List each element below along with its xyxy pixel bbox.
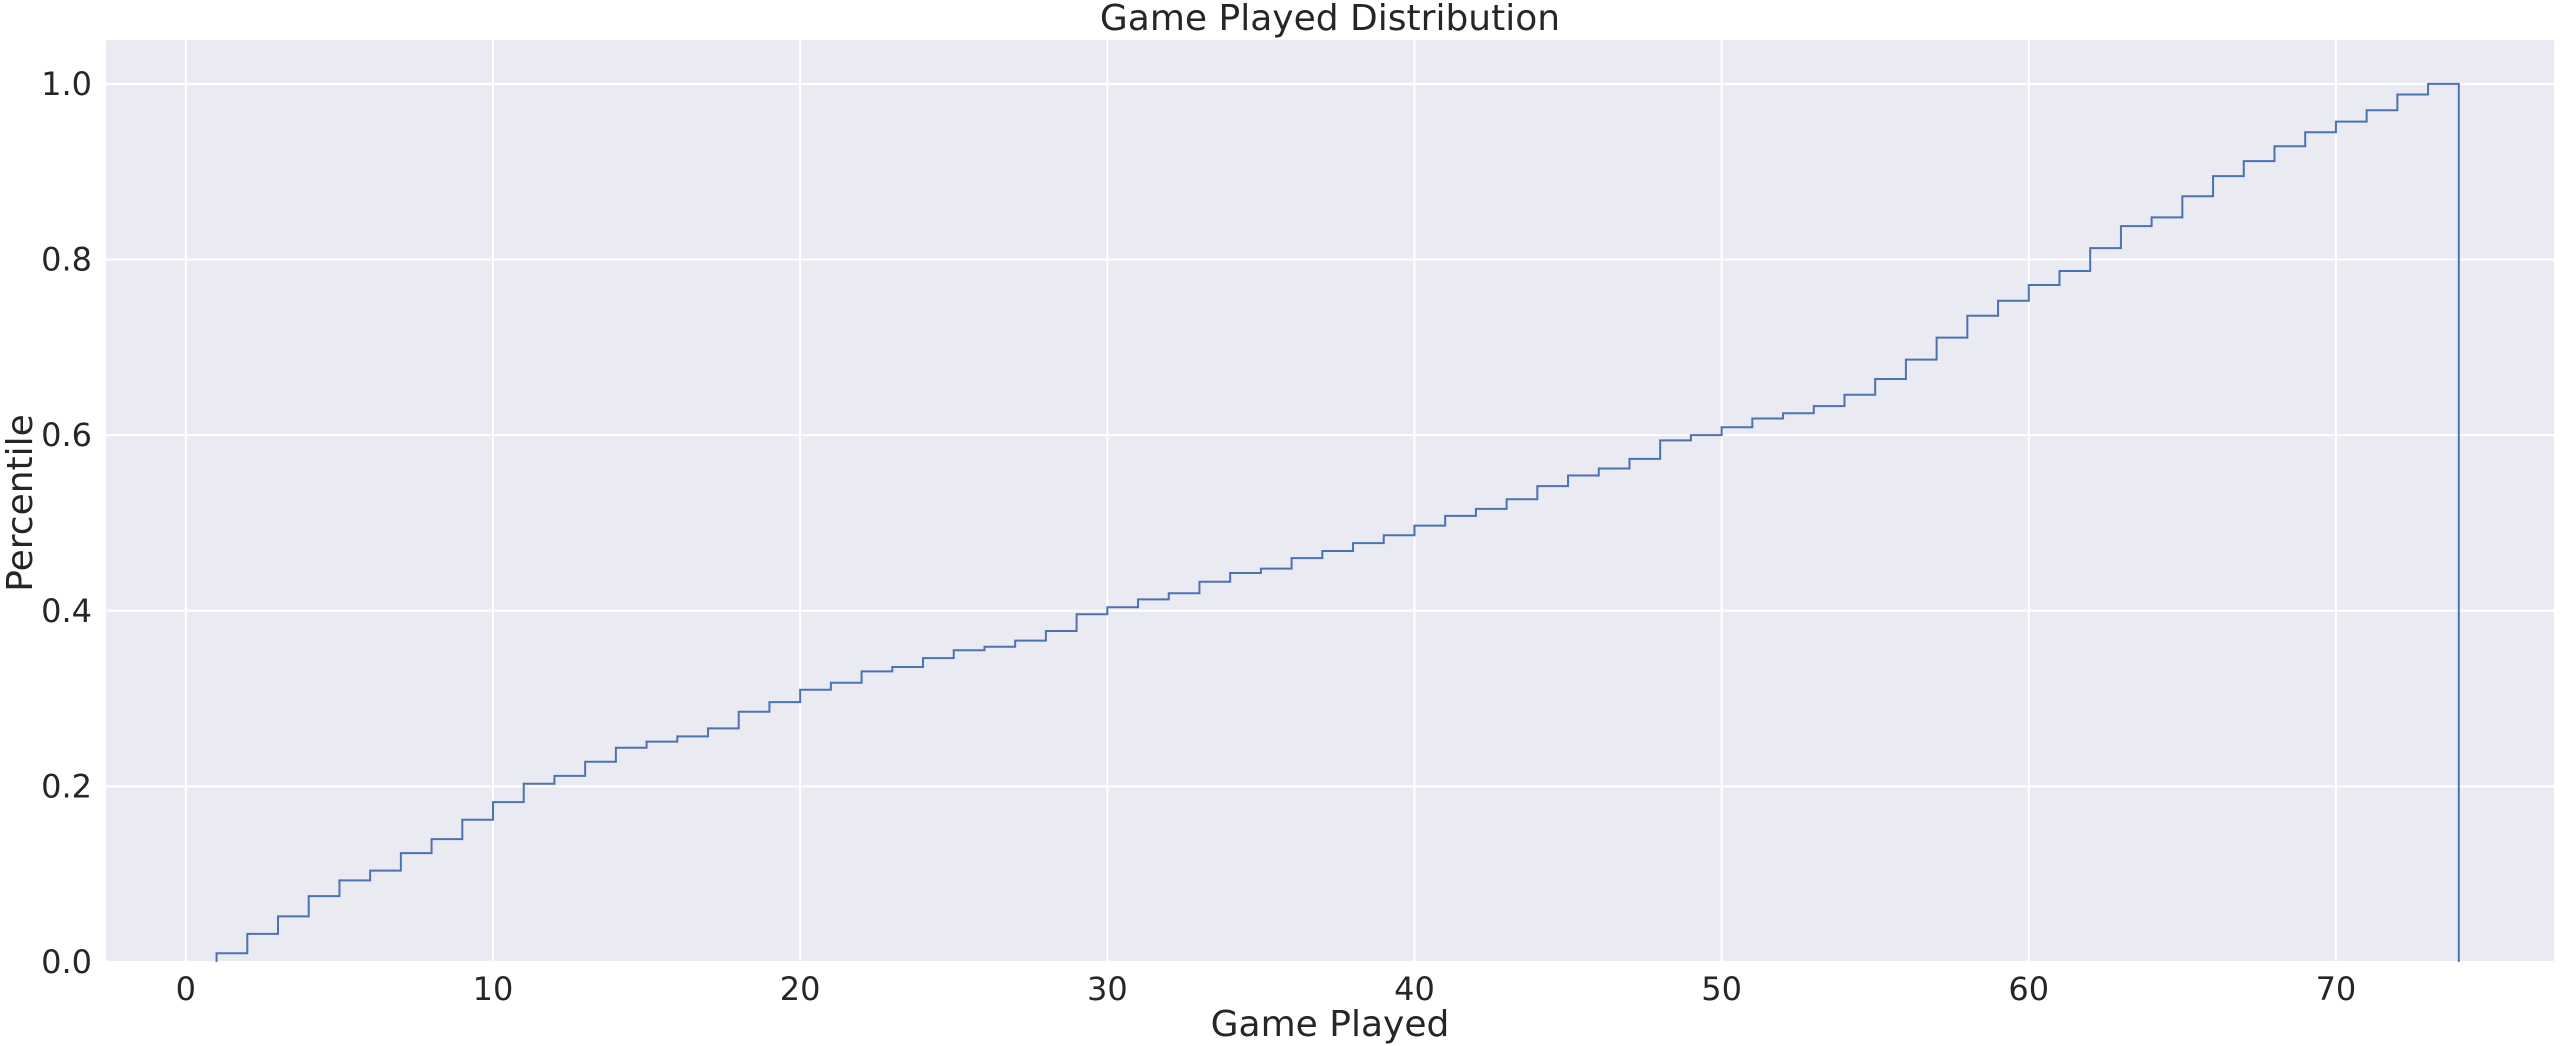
y-tick-label: 0.4 <box>41 592 92 630</box>
x-tick-label: 0 <box>176 970 196 1008</box>
x-tick-label: 60 <box>2008 970 2049 1008</box>
y-axis-title: Percentile <box>0 414 41 592</box>
plot-background <box>106 40 2554 962</box>
y-tick-label: 0.0 <box>41 943 92 981</box>
y-tick-label: 1.0 <box>41 65 92 103</box>
x-tick-label: 30 <box>1087 970 1128 1008</box>
chart-title: Game Played Distribution <box>1100 0 1560 39</box>
x-tick-labels: 0 10 20 30 40 50 60 70 <box>176 970 2357 1008</box>
x-tick-label: 20 <box>780 970 821 1008</box>
x-tick-label: 10 <box>473 970 514 1008</box>
y-tick-labels: 0.0 0.2 0.4 0.6 0.8 1.0 <box>41 65 92 981</box>
x-tick-label: 50 <box>1701 970 1742 1008</box>
y-tick-label: 0.2 <box>41 767 92 805</box>
y-tick-label: 0.6 <box>41 416 92 454</box>
series-layer <box>215 82 2460 962</box>
x-tick-label: 70 <box>2316 970 2357 1008</box>
x-tick-label: 40 <box>1394 970 1435 1008</box>
y-tick-label: 0.8 <box>41 241 92 279</box>
y-gridlines <box>106 82 2554 963</box>
x-axis-title: Game Played <box>1211 1004 1450 1045</box>
x-gridlines <box>184 40 2337 962</box>
cdf-step-line <box>215 82 2460 962</box>
